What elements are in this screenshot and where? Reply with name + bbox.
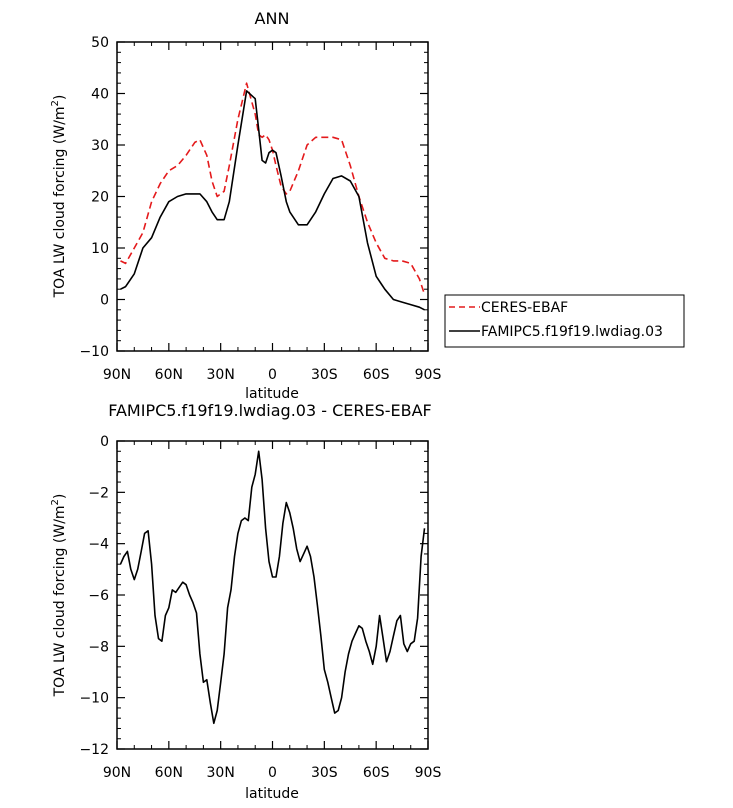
top-x-ticks: 90N 60N 30N 0 30S 60S 90S [103,42,442,383]
legend-label-ceres: CERES-EBAF [481,300,568,316]
bottom-x-tick-label: 60N [155,765,183,781]
bottom-x-tick-label: 90S [415,765,442,781]
top-x-tick-label: 30N [207,367,235,383]
bottom-series-lines [119,450,426,725]
bottom-y-axis-label-main: TOA LW cloud forcing (W/m [52,505,68,697]
top-y-tick-label: 30 [91,138,109,154]
bottom-x-ticks: 90N 60N 30N 0 30S 60S 90S [103,441,442,781]
bottom-y-axis-label-end: ) [52,494,68,499]
top-y-tick-label: 0 [100,293,109,309]
bottom-series-line-0 [119,450,426,725]
bottom-y-tick-label: 0 [100,434,109,450]
legend-label-famipc5: FAMIPC5.f19f19.lwdiag.03 [481,324,663,340]
top-y-tick-label: 10 [91,241,109,257]
top-y-tick-label: −10 [79,344,109,360]
top-x-tick-label: 90N [103,367,131,383]
top-x-tick-label: 60N [155,367,183,383]
bottom-panel: FAMIPC5.f19f19.lwdiag.03 - CERES-EBAF −1… [50,401,441,802]
top-panel: ANN −10 0 10 20 30 40 50 90N 60N 30N 0 30S 60S 90S l… [50,9,685,402]
bottom-y-tick-label: −2 [88,485,109,501]
top-series-line-0 [120,82,426,295]
bottom-x-tick-label: 30S [311,765,338,781]
top-series-line-1 [120,90,425,311]
bottom-x-axis-label: latitude [245,786,299,802]
top-y-tick-label: 20 [91,190,109,206]
bottom-y-ticks: −12 −10 −8 −6 −4 −2 0 [79,434,428,758]
bottom-chart-title: FAMIPC5.f19f19.lwdiag.03 - CERES-EBAF [108,401,432,420]
top-x-axis-label: latitude [245,386,299,402]
legend-box [444,294,685,348]
top-y-tick-label: 40 [91,87,109,103]
top-y-ticks: −10 0 10 20 30 40 50 [79,35,428,360]
top-y-axis-label-main: TOA LW cloud forcing (W/m [52,106,68,298]
bottom-y-tick-label: −6 [88,588,109,604]
bottom-y-tick-label: −10 [79,691,109,707]
bottom-x-tick-label: 0 [268,765,277,781]
bottom-x-tick-label: 90N [103,765,131,781]
top-plot-frame [116,41,429,352]
bottom-x-tick-label: 30N [207,765,235,781]
top-y-axis-label-sup: 2 [50,100,61,106]
legend: CERES-EBAF FAMIPC5.f19f19.lwdiag.03 [444,294,685,348]
top-y-tick-label: 50 [91,35,109,51]
top-series-lines [120,82,426,311]
bottom-y-tick-label: −12 [79,742,109,758]
top-chart-title: ANN [255,9,290,28]
top-x-tick-label: 30S [311,367,338,383]
bottom-x-tick-label: 60S [363,765,390,781]
top-y-axis-label: TOA LW cloud forcing (W/m2) [50,95,68,299]
top-x-tick-label: 0 [268,367,277,383]
top-x-tick-label: 90S [415,367,442,383]
top-x-tick-label: 60S [363,367,390,383]
top-y-axis-label-end: ) [52,95,68,100]
bottom-y-tick-label: −8 [88,639,109,655]
bottom-y-tick-label: −4 [88,537,109,553]
bottom-plot-frame [116,440,429,750]
bottom-y-axis-label-sup: 2 [50,499,61,505]
bottom-y-axis-label: TOA LW cloud forcing (W/m2) [50,494,68,698]
